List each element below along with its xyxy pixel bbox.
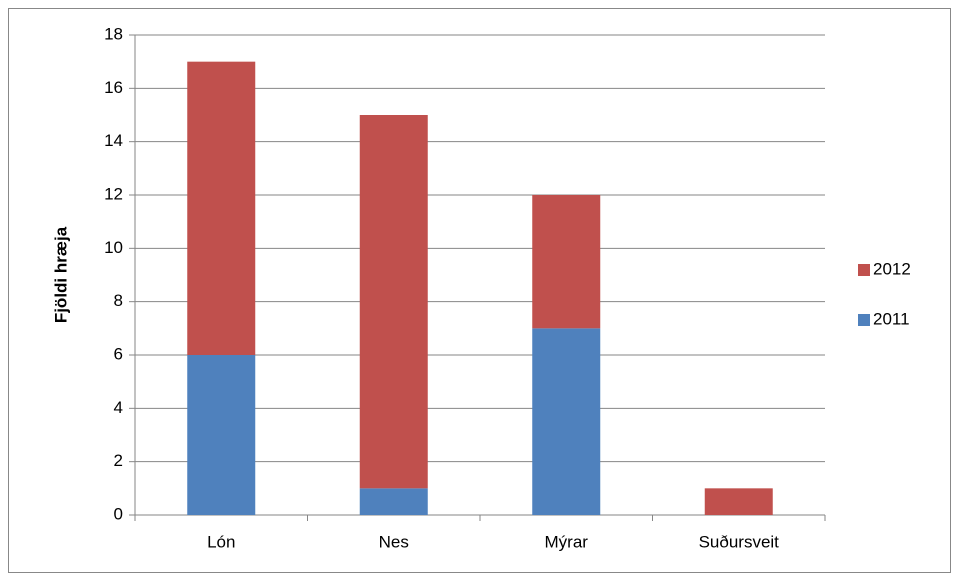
x-tick-label: Lón xyxy=(207,532,235,551)
bar-segment xyxy=(359,488,428,515)
y-tick-label: 10 xyxy=(104,238,123,257)
y-tick-label: 0 xyxy=(114,504,123,523)
bar-segment xyxy=(704,488,773,515)
x-tick-label: Mýrar xyxy=(545,532,589,551)
legend-label: 2012 xyxy=(873,259,911,278)
y-tick-label: 12 xyxy=(104,184,123,203)
legend-label: 2011 xyxy=(873,309,910,328)
bar-segment xyxy=(187,355,256,515)
x-tick-label: Nes xyxy=(379,532,409,551)
bar-segment xyxy=(359,115,428,489)
y-axis-title: Fjöldi hræja xyxy=(51,226,70,323)
y-tick-label: 4 xyxy=(114,398,123,417)
y-tick-label: 14 xyxy=(104,131,123,150)
bar-segment xyxy=(532,328,601,515)
bar-segment xyxy=(532,195,601,329)
y-tick-label: 6 xyxy=(114,344,123,363)
legend-swatch xyxy=(858,314,870,326)
y-tick-label: 16 xyxy=(104,78,123,97)
y-tick-label: 18 xyxy=(104,24,123,43)
chart-border xyxy=(8,8,951,573)
y-tick-label: 2 xyxy=(114,451,123,470)
x-tick-label: Suðursveit xyxy=(699,532,780,551)
legend-swatch xyxy=(858,264,870,276)
y-tick-label: 8 xyxy=(114,291,123,310)
bar-segment xyxy=(187,61,256,356)
